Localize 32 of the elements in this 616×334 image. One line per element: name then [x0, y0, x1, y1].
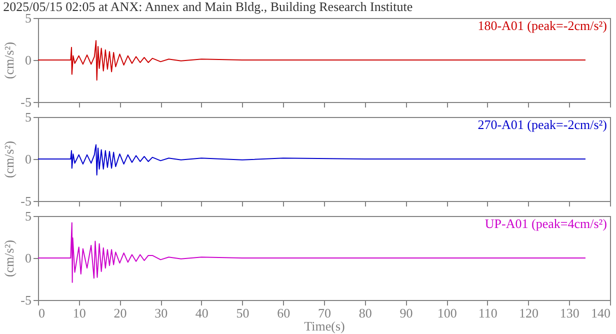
x-tick-label: 10 [72, 306, 86, 320]
x-tick-label: 130 [560, 306, 580, 320]
x-tick-label: 80 [358, 306, 372, 320]
line-series [38, 40, 586, 81]
text: 180-A01 (peak=-2cm/s²) [478, 18, 607, 33]
x-tick-label: 60 [277, 306, 290, 320]
text: UP-A01 (peak=4cm/s²) [484, 216, 607, 231]
y-tick-label: 5 [25, 208, 32, 224]
y-tick-label: -5 [20, 94, 32, 110]
y-tick-label: 0 [25, 250, 32, 266]
y-tick-label: 5 [25, 110, 32, 124]
y-tick-label: -5 [20, 194, 32, 208]
x-tick-label: 90 [400, 306, 413, 320]
text: 270-A01 (peak=-2cm/s²) [478, 117, 607, 132]
line-series [38, 144, 586, 176]
x-tick-label: 30 [154, 306, 168, 320]
x-tick-label: 0 [38, 306, 45, 320]
x-tick-label: 120 [519, 306, 539, 320]
y-axis-title: (cm/s²) [2, 42, 17, 80]
y-axis-title: (cm/s²) [2, 240, 17, 278]
x-tick-label: 110 [478, 306, 498, 320]
x-axis-title: Time(s) [304, 318, 345, 334]
x-tick-label: 70 [318, 306, 331, 320]
x-tick-label: 100 [437, 306, 457, 320]
x-tick-label: 140 [591, 306, 610, 320]
x-tick-label: 40 [195, 306, 208, 320]
y-tick-label: 0 [25, 152, 32, 166]
x-tick-label: 50 [236, 306, 250, 320]
x-tick-label: 20 [114, 306, 127, 320]
y-axis-title: (cm/s²) [2, 140, 17, 178]
y-tick-label: 0 [25, 52, 32, 68]
y-tick-label: -5 [20, 292, 32, 308]
